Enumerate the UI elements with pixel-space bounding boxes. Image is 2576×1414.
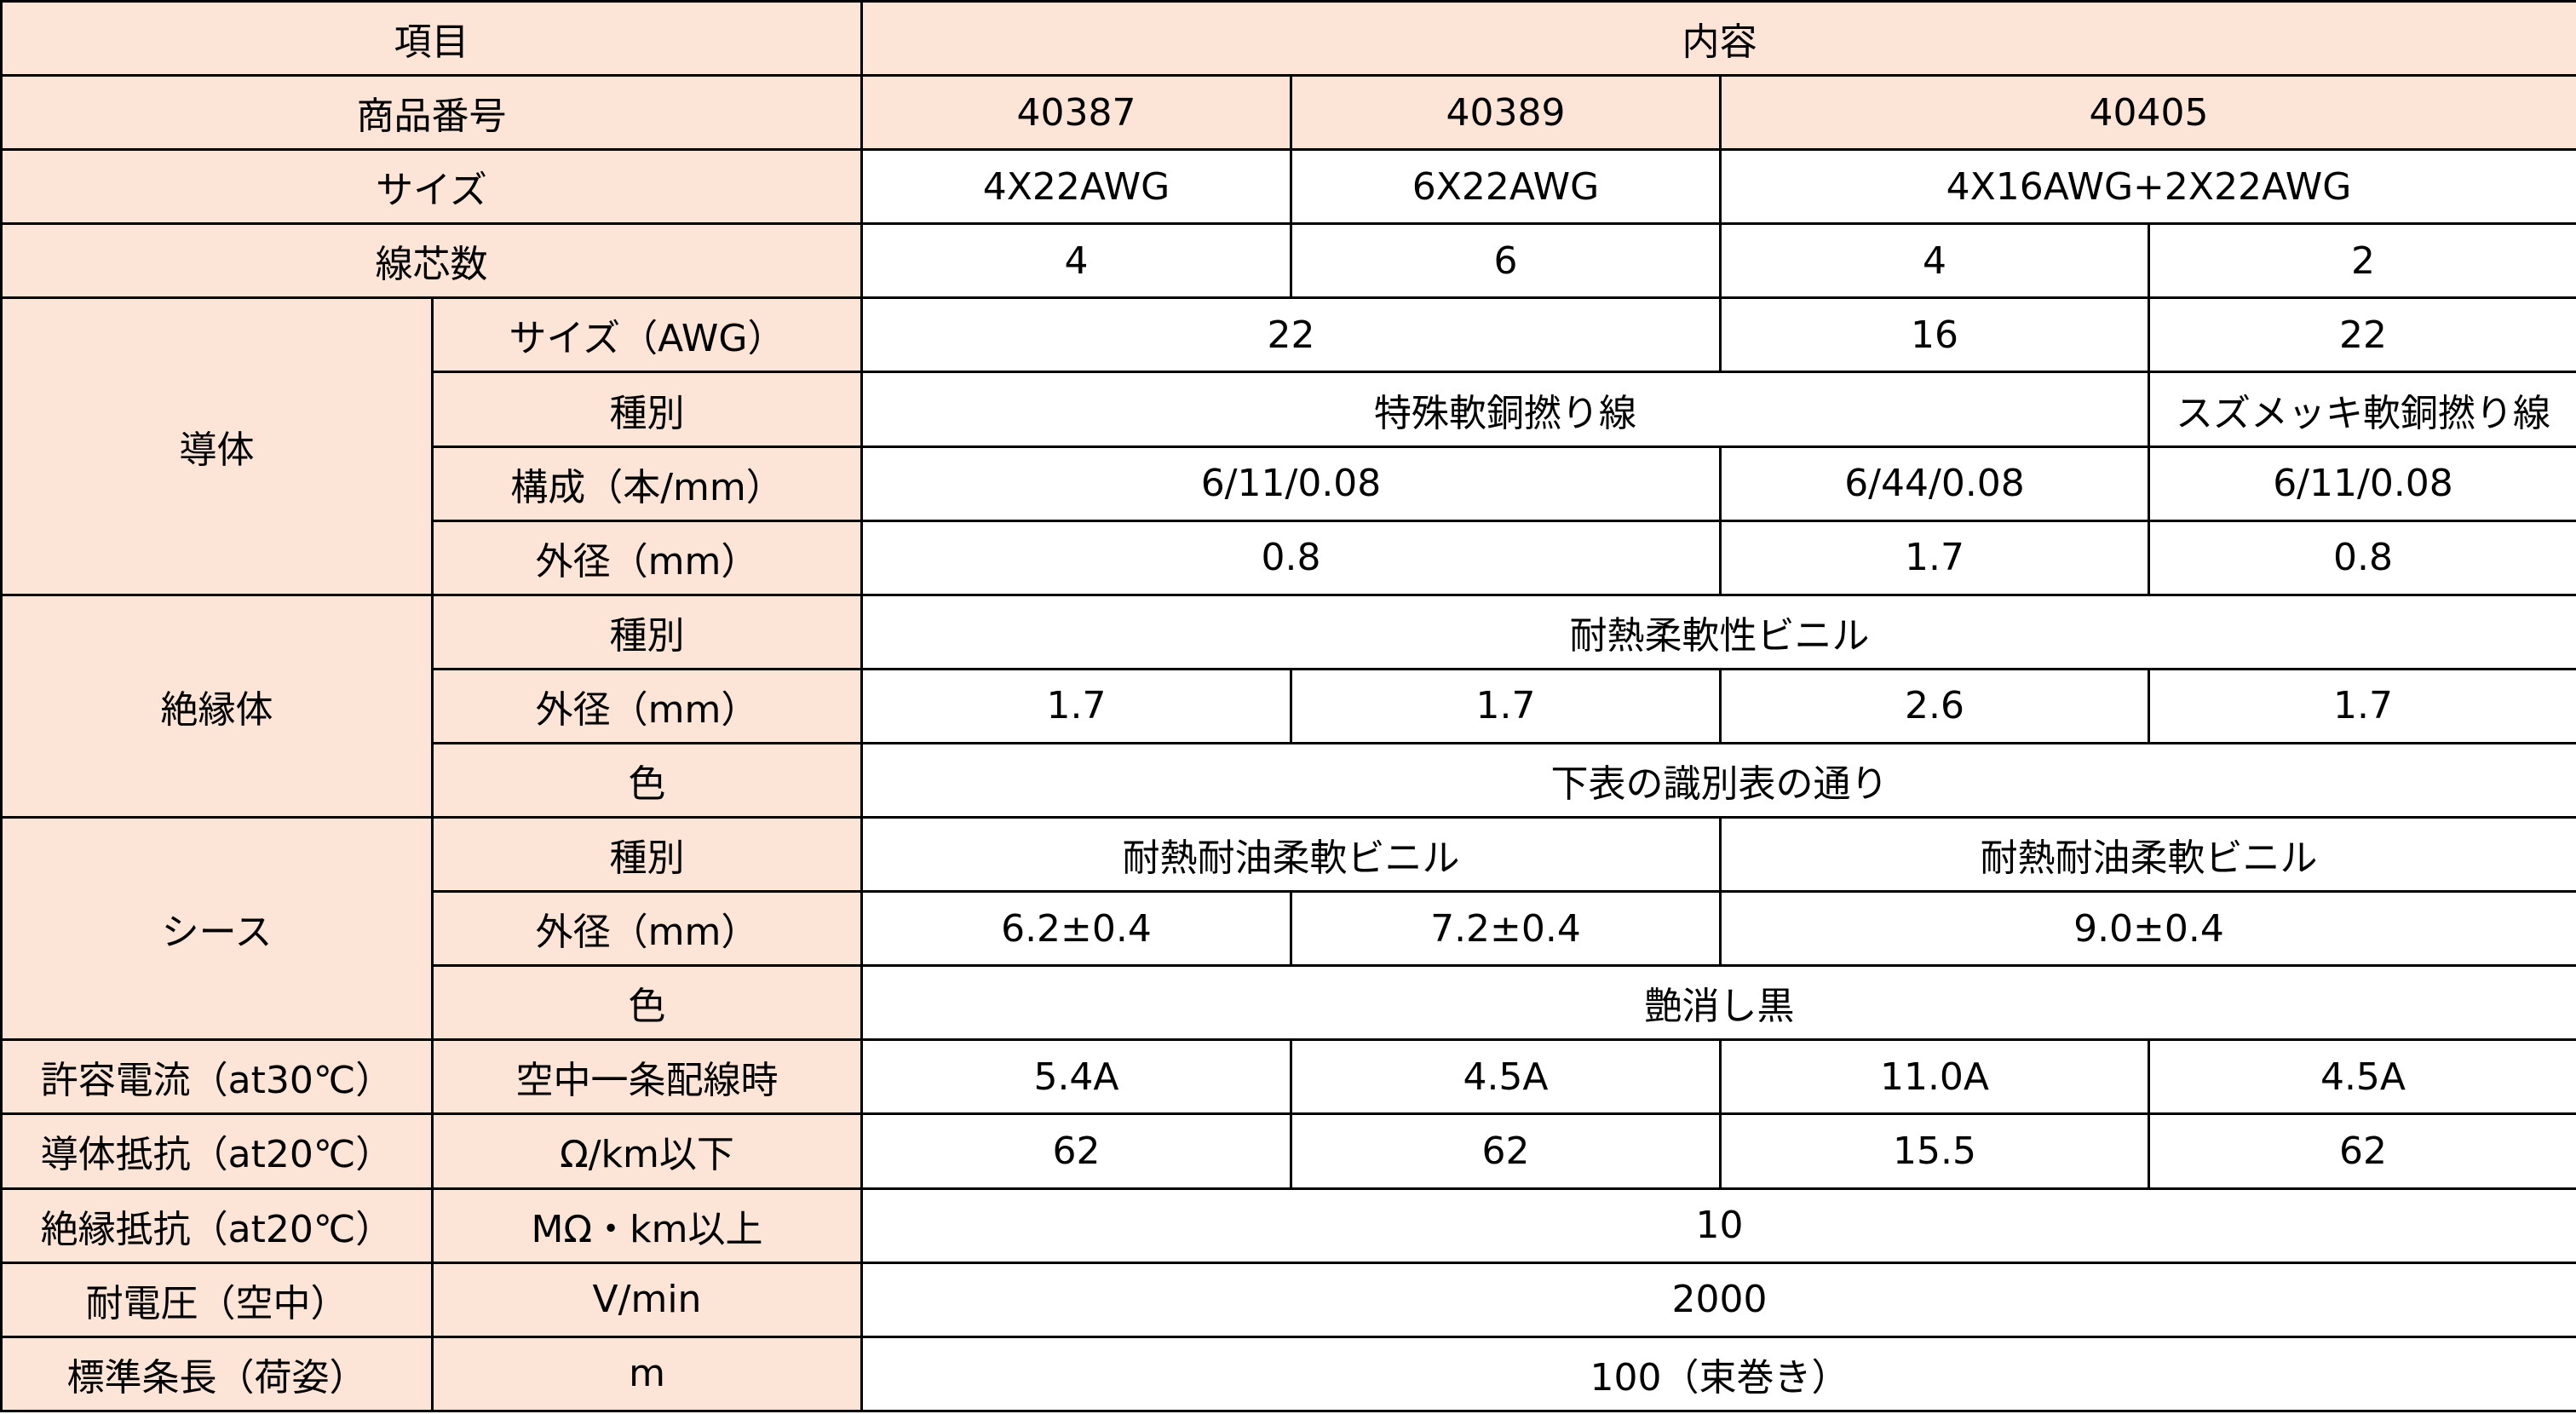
cell: 7.2±0.4 [1290, 890, 1722, 968]
cell: 標準条長（荷姿） [0, 1335, 434, 1413]
cell: 外径（mm） [431, 519, 863, 596]
cell: 6/44/0.08 [1719, 445, 2150, 522]
cell: シース [0, 816, 434, 1042]
cell: 耐熱耐油柔軟ビニル [860, 816, 1722, 894]
row: 絶縁体 種別 耐熱柔軟性ビニル [0, 593, 2576, 819]
cell: m [431, 1335, 863, 1413]
cell: 構成（本/mm） [431, 445, 863, 522]
cell: 4.5A [1290, 1038, 1722, 1116]
cell: 100（束巻き） [860, 1335, 2576, 1413]
cell: 4.5A [2148, 1038, 2576, 1116]
cell: 種別 [431, 371, 863, 448]
cell: 1.7 [860, 667, 1292, 744]
row: 線芯数 4 6 4 2 [0, 222, 2576, 300]
row: 外径（mm） 0.8 1.7 0.8 [2, 519, 2576, 596]
cell: 2 [2148, 222, 2576, 300]
row: 許容電流（at30℃） 空中一条配線時 5.4A 4.5A 11.0A 4.5A [0, 1038, 2576, 1116]
row: 構成（本/mm） 6/11/0.08 6/44/0.08 6/11/0.08 [2, 445, 2576, 522]
cell: 6 [1290, 222, 1722, 300]
cell: 線芯数 [0, 222, 863, 300]
row: 種別 特殊軟銅撚り線 スズメッキ軟銅撚り線 [2, 371, 2576, 448]
cell: 空中一条配線時 [431, 1038, 863, 1116]
cell: 6.2±0.4 [860, 890, 1292, 968]
cell: サイズ [0, 148, 863, 226]
cell: 種別 [431, 593, 863, 670]
cell: スズメッキ軟銅撚り線 [2148, 371, 2576, 448]
cell: 2.6 [1719, 667, 2150, 744]
cell: 5.4A [860, 1038, 1292, 1116]
cell: 種別 [431, 816, 863, 894]
row: 標準条長（荷姿） m 100（束巻き） [0, 1335, 2576, 1413]
cell: 11.0A [1719, 1038, 2150, 1116]
cell: 外径（mm） [431, 890, 863, 968]
row: 商品番号 40387 40389 40405 [0, 74, 2576, 152]
cell: 下表の識別表の通り [860, 741, 2576, 819]
cell: 6/11/0.08 [860, 445, 1722, 522]
cell: 内容 [860, 0, 2576, 78]
row: 耐電圧（空中） V/min 2000 [0, 1261, 2576, 1338]
row: 外径（mm） 1.7 1.7 2.6 1.7 [2, 667, 2576, 744]
cell: 62 [1290, 1112, 1722, 1190]
cell: 4 [1719, 222, 2150, 300]
row: 導体 サイズ（AWG） 22 16 22 [0, 296, 2576, 596]
cell: 絶縁体 [0, 593, 434, 819]
cell: 62 [2148, 1112, 2576, 1190]
row: シース 種別 耐熱耐油柔軟ビニル 耐熱耐油柔軟ビニル [0, 816, 2576, 1042]
cell: 4X16AWG+2X22AWG [1719, 148, 2576, 226]
cell: 22 [860, 296, 1722, 374]
row: 導体抵抗（at20℃） Ω/km以下 62 62 15.5 62 [0, 1112, 2576, 1190]
row: 絶縁抵抗（at20℃） MΩ・km以上 10 [0, 1187, 2576, 1264]
row: 色艶消し黒 [2, 964, 2576, 1042]
cell: サイズ（AWG） [431, 296, 863, 374]
cell: MΩ・km以上 [431, 1187, 863, 1264]
cell: 10 [860, 1187, 2576, 1264]
cell: 絶縁抵抗（at20℃） [0, 1187, 434, 1264]
cell: 耐電圧（空中） [0, 1261, 434, 1338]
row: 色下表の識別表の通り [2, 741, 2576, 819]
cell: 16 [1719, 296, 2150, 374]
cell: 15.5 [1719, 1112, 2150, 1190]
cell: 色 [431, 741, 863, 819]
cell: 項目 [0, 0, 863, 78]
cell: 耐熱柔軟性ビニル [860, 593, 2576, 670]
cell: 耐熱耐油柔軟ビニル [1719, 816, 2576, 894]
row: 外径（mm） 6.2±0.4 7.2±0.4 9.0±0.4 [2, 890, 2576, 968]
cell: 商品番号 [0, 74, 863, 152]
cell: 0.8 [2148, 519, 2576, 596]
cell: V/min [431, 1261, 863, 1338]
cell: 1.7 [1719, 519, 2150, 596]
cell: 1.7 [2148, 667, 2576, 744]
cell: 6/11/0.08 [2148, 445, 2576, 522]
cell: 許容電流（at30℃） [0, 1038, 434, 1116]
cell: 外径（mm） [431, 667, 863, 744]
cell: 62 [860, 1112, 1292, 1190]
cell: 6X22AWG [1290, 148, 1722, 226]
cell: Ω/km以下 [431, 1112, 863, 1190]
cell: 導体 [0, 296, 434, 596]
cell: 40405 [1719, 74, 2576, 152]
cell: 40389 [1290, 74, 1722, 152]
cell: 色 [431, 964, 863, 1042]
cell: 2000 [860, 1261, 2576, 1338]
cell: 特殊軟銅撚り線 [860, 371, 2150, 448]
cell: 4 [860, 222, 1292, 300]
row: サイズ 4X22AWG 6X22AWG 4X16AWG+2X22AWG [0, 148, 2576, 226]
cell: 9.0±0.4 [1719, 890, 2576, 968]
cell: 導体抵抗（at20℃） [0, 1112, 434, 1190]
cell: 40387 [860, 74, 1292, 152]
cell: 1.7 [1290, 667, 1722, 744]
cell: 艶消し黒 [860, 964, 2576, 1042]
cell: 22 [2148, 296, 2576, 374]
cell: 0.8 [860, 519, 1722, 596]
row: 項目 内容 [0, 0, 2576, 78]
cell: 4X22AWG [860, 148, 1292, 226]
